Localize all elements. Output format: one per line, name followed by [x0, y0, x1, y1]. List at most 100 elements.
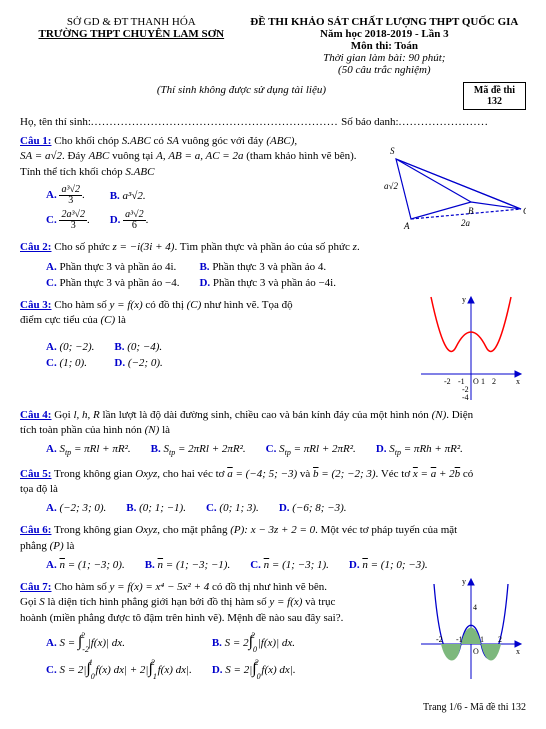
q2-t2: . Tìm phần thực và phần ảo của số phức [174, 241, 352, 253]
hdr-left-school: TRƯỜNG THPT CHUYÊN LAM SƠN [20, 28, 243, 40]
hdr-title: ĐỀ THI KHẢO SÁT CHẤT LƯỢNG THPT QUỐC GIA [243, 16, 526, 28]
figure-q3: xy O -2-112 -2-4 [416, 292, 526, 402]
q3-D: (−2; 0). [128, 357, 163, 369]
q2-m: z = −i(3i + 4) [112, 241, 174, 253]
svg-text:1: 1 [480, 635, 484, 644]
q7-t5: và trục [302, 596, 335, 608]
q2-D: Phần thực 3 và phần ảo −4i. [213, 277, 336, 289]
svg-text:2: 2 [498, 635, 502, 644]
exam-code: 132 [474, 96, 515, 107]
q3-t1: Cho hàm số [51, 299, 109, 311]
id-dots: ........................ [399, 116, 489, 128]
q5-C: (0; 1; 3). [219, 502, 258, 514]
svg-text:C: C [523, 206, 526, 216]
svg-text:-4: -4 [462, 393, 469, 402]
q5-B: (0; 1; −1). [139, 502, 186, 514]
q4-t3: tích toàn phần của hình nón [20, 424, 145, 436]
q5-A: (−2; 3; 0). [59, 502, 106, 514]
q4: Câu 4: Gọi l, h, R lần lượt là độ dài đư… [20, 408, 526, 439]
q1-t3: . Đáy [62, 150, 89, 162]
q4-options: A. Stp = πRl + πR². B. Stp = 2πRl + 2πR²… [20, 440, 483, 460]
svg-text:y: y [462, 577, 466, 586]
name-label: Họ, tên thí sinh: [20, 116, 91, 128]
q7-label: Câu 7: [20, 581, 51, 593]
q4-m2: (N) [432, 409, 447, 421]
q1-label: Câu 1: [20, 135, 51, 147]
q1-m2: SA [167, 135, 179, 147]
no-doc: (Thí sinh không được sử dụng tài liệu) [20, 84, 526, 96]
q6-t4: phẳng [20, 540, 50, 552]
q4-m1: l, h, R [73, 409, 99, 421]
q4-m3: (N) [145, 424, 160, 436]
q2-options: A. Phần thực 3 và phần ảo 4i. B. Phần th… [20, 258, 356, 292]
q4-t2c: . Diện [446, 409, 473, 421]
q3-options: A. (0; −2). B. (0; −4). C. (1; 0). D. (−… [20, 338, 183, 372]
q1-B: a³√2. [123, 190, 146, 202]
q1-A-den: 3 [59, 196, 82, 206]
q3-A: (0; −2). [59, 341, 94, 353]
q1-t4: vuông tại [109, 150, 156, 162]
q6-label: Câu 6: [20, 524, 51, 536]
q5-and: và [297, 468, 313, 480]
hdr-line4: Thời gian làm bài: 90 phút; [243, 52, 526, 64]
q5-m1: Oxyz [135, 468, 157, 480]
q6-m1: Oxyz [135, 524, 157, 536]
q7-t3: Gọi [20, 596, 39, 608]
q6-t2: , cho mặt phẳng [157, 524, 230, 536]
q5-t3: . Véc tơ [376, 468, 413, 480]
svg-text:O: O [473, 377, 479, 386]
hdr-line3: Môn thi: Toán [243, 40, 526, 52]
q3-t2: có đồ thị [143, 299, 187, 311]
q5-options: A. (−2; 3; 0). B. (0; 1; −1). C. (0; 1; … [20, 499, 367, 517]
svg-text:4: 4 [473, 603, 477, 612]
q7-t6: hoành (miền phẳng được tô đậm trên hình … [20, 612, 343, 624]
hdr-left-top: SỞ GD & ĐT THANH HÓA [20, 16, 243, 28]
q7-m3: y = f(x) [269, 596, 302, 608]
svg-text:2a: 2a [461, 218, 471, 228]
q6-options: A. n = (1; −3; 0). B. n = (1; −3; −1). C… [20, 556, 448, 574]
q3-t5: là [115, 314, 126, 326]
svg-text:2: 2 [492, 377, 496, 386]
q3-m2: (C) [187, 299, 202, 311]
page-footer: Trang 1/6 - Mã đề thi 132 [20, 702, 526, 713]
name-dots: ........................................… [91, 116, 339, 128]
q3-m1: y = f(x) [110, 299, 143, 311]
q7-t4: là diện tích hình phẳng giới hạn bởi đồ … [45, 596, 270, 608]
q5-t2: , cho hai véc tơ [157, 468, 227, 480]
q4-t2: lần lượt là độ dài đường sinh, chiều cao… [100, 409, 432, 421]
q3-label: Câu 3: [20, 299, 51, 311]
svg-text:A: A [403, 221, 410, 231]
exam-code-box: Mã đề thi 132 [463, 82, 526, 110]
q6-m3: (P) [50, 540, 64, 552]
q7-t2: có đồ thị như hình vẽ bên. [209, 581, 327, 593]
q6-m2: (P): x − 3z + 2 = 0 [230, 524, 315, 536]
q6-t3: . Một véc tơ pháp tuyến của mặt [315, 524, 457, 536]
q5: Câu 5: Trong không gian Oxyz, cho hai vé… [20, 467, 526, 498]
q5-label: Câu 5: [20, 468, 51, 480]
svg-text:O: O [473, 647, 479, 656]
q5-D: (−6; 8; −3). [292, 502, 346, 514]
q2: Câu 2: Cho số phức z = −i(3i + 4). Tìm p… [20, 240, 526, 255]
q1-options: A. a³√23. B. a³√2. C. 2a³√23. D. a³√26. [20, 182, 168, 234]
q4-t4: là [159, 424, 170, 436]
q6: Câu 6: Trong không gian Oxyz, cho mặt ph… [20, 523, 526, 554]
hdr-line5: (50 câu trắc nghiệm) [243, 64, 526, 76]
q1-m3: (ABC) [266, 135, 294, 147]
svg-text:B: B [468, 206, 474, 216]
q3-C: (1; 0). [59, 357, 87, 369]
q1-D-den: 6 [123, 221, 146, 231]
q5-t4: có [460, 468, 473, 480]
figure-q1: S A B C a√2 2a [376, 134, 526, 234]
q2-C: Phần thực 3 và phần ảo −4. [59, 277, 179, 289]
q6-t5: là [64, 540, 75, 552]
q1-t1b: có [151, 135, 167, 147]
q1-m4: SA = a√2 [20, 150, 62, 162]
hdr-line2: Năm học 2018-2019 - Lần 3 [243, 28, 526, 40]
svg-text:x: x [516, 377, 520, 386]
q2-A: Phần thực 3 và phần ảo 4i. [59, 261, 176, 273]
q1-t2: vuông góc với đáy [179, 135, 266, 147]
q2-label: Câu 2: [20, 241, 51, 253]
q7-m1: y = f(x) = x⁴ − 5x² + 4 [110, 581, 210, 593]
q2-t: Cho số phức [51, 241, 112, 253]
q4-t1: Gọi [51, 409, 73, 421]
